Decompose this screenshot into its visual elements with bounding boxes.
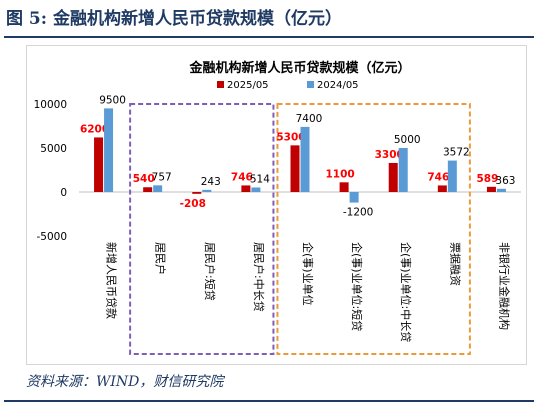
household-group-box: [129, 103, 275, 355]
data-label-2025: 589: [476, 173, 498, 185]
data-label-2025: 5300: [276, 131, 305, 143]
legend-label: 2025/05: [227, 80, 269, 91]
bar-2024: [447, 160, 457, 192]
bar-2024: [496, 188, 506, 192]
data-label-2024: 7400: [296, 113, 323, 125]
bar-2024: [300, 126, 310, 192]
data-label-2025: 746: [231, 171, 253, 183]
legend-swatch: [307, 81, 314, 88]
y-tick-label: 5000: [40, 143, 67, 155]
data-label-2024: 5000: [394, 134, 421, 146]
data-label-2025: 540: [133, 173, 155, 185]
category-label: 居民户:短贷: [203, 242, 217, 301]
data-label-2024: 514: [250, 173, 270, 185]
bar-2025: [192, 192, 202, 194]
category-label: 非银行业金融机构: [497, 242, 511, 330]
bar-2025: [94, 137, 104, 192]
enterprise-group-box: [276, 103, 471, 355]
category-label: 企(事)业单位:短贷: [350, 242, 364, 331]
data-label-2024: 3572: [443, 147, 470, 159]
data-label-2024: -1200: [343, 207, 374, 219]
bar-2024: [349, 192, 359, 203]
bar-2025: [437, 185, 447, 192]
bar-2025: [143, 187, 153, 192]
bar-2025: [486, 186, 496, 192]
data-label-2024: 363: [495, 175, 515, 187]
data-label-2025: 746: [427, 171, 449, 183]
bar-2025: [388, 162, 398, 192]
chart-container: 金融机构新增人民币贷款规模（亿元） 2025/05 2024/05 -5000 0 500…: [26, 45, 527, 365]
category-label: 居民户: [154, 242, 168, 275]
legend-label: 2024/05: [317, 80, 359, 91]
category-label: 新增人民币贷款: [105, 242, 119, 319]
chart-canvas: 金融机构新增人民币贷款规模（亿元） 2025/05 2024/05 -5000 0 500…: [34, 60, 521, 355]
data-label-2025: 1100: [325, 168, 354, 180]
bar-2025: [241, 185, 251, 192]
category-label: 企(事)业单位:中长贷: [399, 242, 413, 342]
data-label-2025: 6200: [80, 123, 109, 135]
bar-2024: [202, 189, 212, 192]
data-label-2024: 243: [201, 176, 221, 188]
data-label-2024: 9500: [99, 94, 126, 106]
bottom-divider: [4, 400, 534, 402]
legend-swatch: [217, 81, 224, 88]
chart-title: 金融机构新增人民币贷款规模（亿元）: [188, 60, 410, 76]
y-tick-label: 0: [60, 187, 67, 199]
bar-2024: [104, 108, 114, 192]
category-label: 票据融资: [448, 242, 462, 286]
y-tick-label: -5000: [36, 231, 67, 243]
category-label: 企(事)业单位: [301, 242, 315, 306]
data-label-2024: 757: [152, 171, 172, 183]
figure-title: 图 5: 金融机构新增人民币贷款规模（亿元）: [6, 9, 342, 29]
bar-2024: [398, 148, 408, 192]
title-divider: [4, 36, 534, 38]
data-label-2025: -208: [180, 198, 206, 210]
data-label-2025: 3300: [375, 149, 404, 161]
y-tick-label: 10000: [34, 99, 67, 111]
bar-2024: [251, 187, 261, 192]
bar-2025: [290, 145, 300, 192]
source-note: 资料来源：WIND，财信研究院: [26, 374, 224, 390]
bar-2025: [339, 182, 349, 192]
category-label: 居民户:中长贷: [252, 242, 266, 312]
bar-2024: [153, 185, 163, 192]
